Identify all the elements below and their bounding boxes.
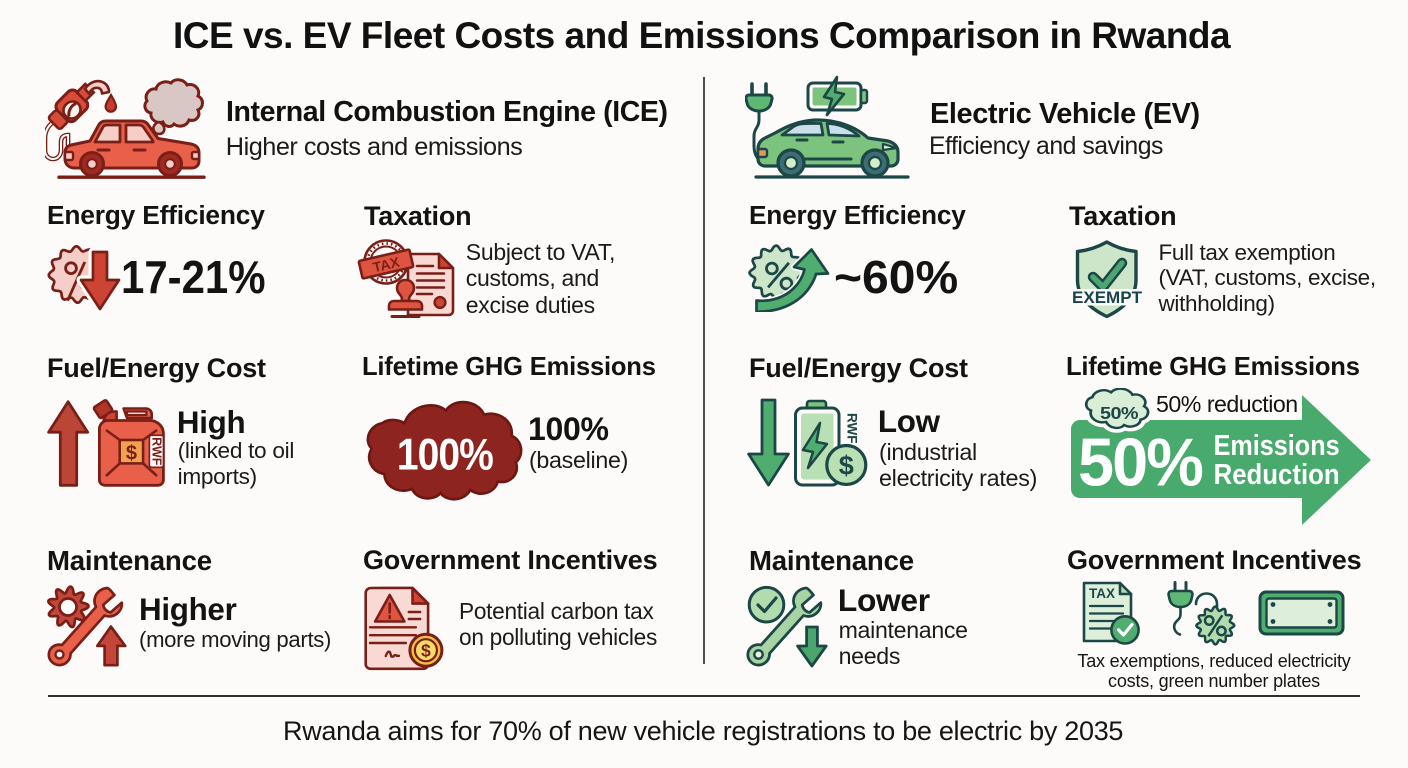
svg-text:Reduction: Reduction <box>1214 459 1340 491</box>
svg-text:RWF: RWF <box>150 437 164 466</box>
svg-text:$: $ <box>421 641 431 661</box>
svg-text:TAX: TAX <box>371 254 402 276</box>
svg-text:50%: 50% <box>1100 403 1139 423</box>
svg-text:$: $ <box>126 443 137 465</box>
svg-text:TAX: TAX <box>1089 586 1115 601</box>
svg-text:RWF: RWF <box>845 413 860 444</box>
svg-text:EXEMPT: EXEMPT <box>1072 289 1142 307</box>
svg-text:100%: 100% <box>397 431 493 480</box>
svg-text:$: $ <box>839 451 854 481</box>
svg-text:Emissions: Emissions <box>1214 430 1340 462</box>
svg-text:50%: 50% <box>1078 425 1203 501</box>
